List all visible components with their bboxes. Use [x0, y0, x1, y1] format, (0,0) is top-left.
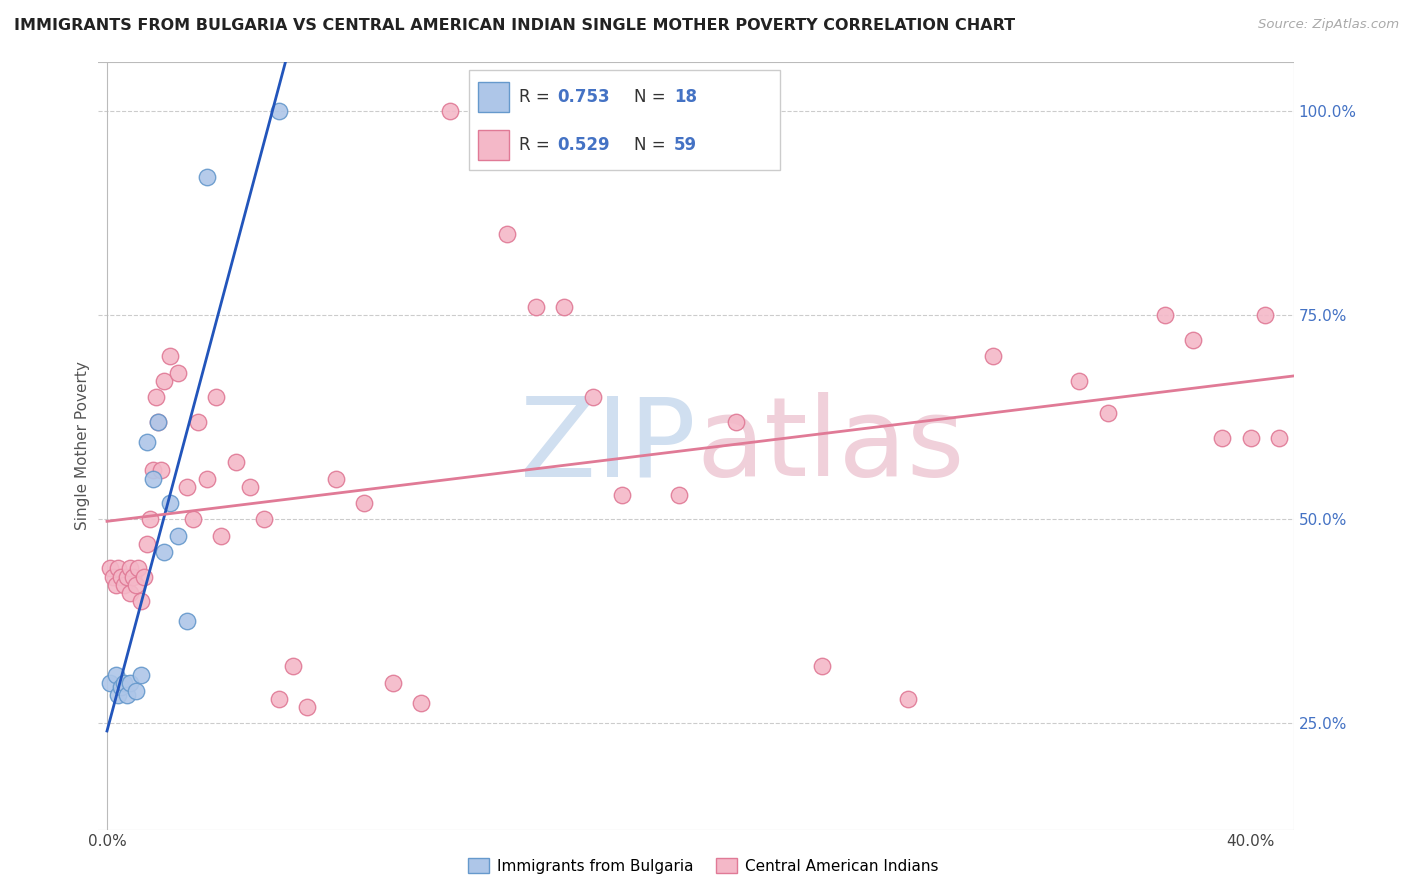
Point — [145, 390, 167, 404]
Point — [121, 569, 143, 583]
Point — [267, 692, 290, 706]
Point — [281, 659, 304, 673]
Point — [353, 496, 375, 510]
Point — [1182, 333, 1205, 347]
Point — [107, 688, 129, 702]
Point — [134, 569, 156, 583]
Point — [225, 455, 247, 469]
Point — [142, 472, 165, 486]
Point — [1153, 309, 1175, 323]
Point — [439, 104, 461, 119]
Point — [112, 675, 135, 690]
Point — [139, 512, 162, 526]
Point — [110, 569, 132, 583]
Point — [724, 415, 747, 429]
Point — [115, 688, 138, 702]
Point — [1268, 431, 1291, 445]
Point — [136, 537, 159, 551]
Point — [209, 529, 232, 543]
Point — [1239, 431, 1261, 445]
Point — [107, 561, 129, 575]
Point — [195, 472, 218, 486]
Point — [104, 667, 127, 681]
Point — [115, 569, 138, 583]
Point — [167, 529, 190, 543]
Point — [142, 463, 165, 477]
Point — [150, 463, 173, 477]
Point — [981, 349, 1004, 363]
Point — [381, 675, 404, 690]
Text: IMMIGRANTS FROM BULGARIA VS CENTRAL AMERICAN INDIAN SINGLE MOTHER POVERTY CORREL: IMMIGRANTS FROM BULGARIA VS CENTRAL AMER… — [14, 18, 1015, 33]
Point — [195, 169, 218, 184]
Point — [524, 300, 547, 314]
Point — [176, 480, 198, 494]
Point — [467, 104, 489, 119]
Point — [411, 696, 433, 710]
Point — [148, 415, 170, 429]
Point — [148, 415, 170, 429]
Point — [136, 434, 159, 449]
Point — [112, 578, 135, 592]
Point — [101, 569, 124, 583]
Point — [1254, 309, 1277, 323]
Point — [118, 675, 141, 690]
Point — [167, 366, 190, 380]
Point — [104, 578, 127, 592]
Point — [810, 659, 832, 673]
Point — [118, 561, 141, 575]
Point — [239, 480, 262, 494]
Point — [181, 512, 204, 526]
Point — [127, 561, 149, 575]
Point — [253, 512, 276, 526]
Y-axis label: Single Mother Poverty: Single Mother Poverty — [75, 361, 90, 531]
Point — [153, 374, 176, 388]
Point — [98, 675, 121, 690]
Legend: Immigrants from Bulgaria, Central American Indians: Immigrants from Bulgaria, Central Americ… — [461, 852, 945, 880]
Point — [610, 488, 633, 502]
Point — [159, 496, 181, 510]
Text: Source: ZipAtlas.com: Source: ZipAtlas.com — [1258, 18, 1399, 31]
Point — [553, 300, 575, 314]
Point — [110, 680, 132, 694]
Point — [187, 415, 209, 429]
Point — [204, 390, 226, 404]
Point — [325, 472, 347, 486]
Point — [1097, 406, 1119, 420]
Text: ZIP: ZIP — [520, 392, 696, 500]
Point — [496, 227, 519, 241]
Point — [176, 615, 198, 629]
Point — [1211, 431, 1233, 445]
Point — [118, 586, 141, 600]
Point — [668, 488, 690, 502]
Point — [267, 104, 290, 119]
Text: atlas: atlas — [696, 392, 965, 500]
Point — [153, 545, 176, 559]
Point — [159, 349, 181, 363]
Point — [1067, 374, 1090, 388]
Point — [98, 561, 121, 575]
Point — [124, 683, 146, 698]
Point — [896, 692, 918, 706]
Point — [295, 700, 318, 714]
Point — [582, 390, 605, 404]
Point — [131, 667, 153, 681]
Point — [124, 578, 146, 592]
Point — [131, 594, 153, 608]
